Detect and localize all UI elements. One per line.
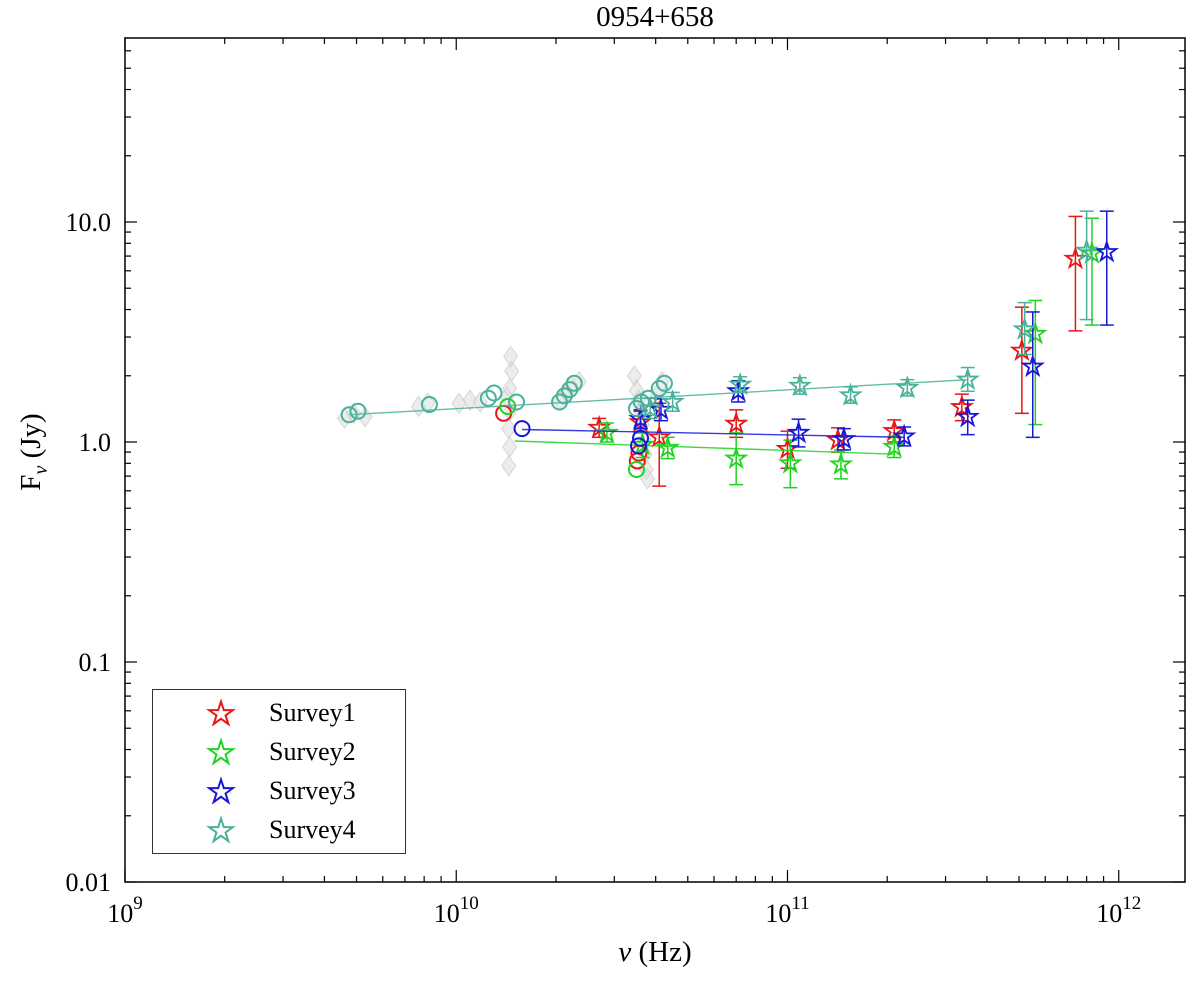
axes: 109 1010 1011 1012 0.01 0.1 1.0 10.0 [66, 37, 1186, 928]
legend-label-survey4: Survey4 [269, 815, 356, 844]
svg-text:0.01: 0.01 [66, 868, 112, 897]
survey3-star-icon [206, 776, 236, 805]
legend-item-survey1: Survey1 [153, 697, 405, 729]
series-survey4 [340, 210, 1099, 424]
y-axis-unit: (Jy) [15, 413, 48, 466]
x-axis-unit: (Hz) [631, 936, 692, 968]
legend-item-survey3: Survey3 [153, 775, 405, 807]
svg-text:109: 109 [107, 893, 143, 928]
legend-item-survey4: Survey4 [153, 814, 405, 846]
survey1-star-icon [206, 698, 236, 727]
svg-text:1.0: 1.0 [79, 428, 112, 457]
svg-text:10.0: 10.0 [66, 208, 112, 237]
nu-symbol: ν [618, 936, 632, 968]
legend-label-survey3: Survey3 [269, 776, 356, 805]
svg-text:1012: 1012 [1096, 893, 1141, 928]
survey2-star-icon [206, 737, 236, 766]
series-survey3 [513, 210, 1120, 455]
svg-text:1010: 1010 [434, 893, 479, 928]
flux-symbol: F [15, 474, 48, 491]
legend-label-survey1: Survey1 [269, 698, 356, 727]
chart-title: 0954+658 [596, 1, 714, 33]
legend-item-survey2: Survey2 [153, 736, 405, 768]
svg-text:1011: 1011 [765, 893, 809, 928]
nu-subscript: ν [29, 465, 52, 475]
legend: Survey1 Survey2 Survey3 Survey4 [152, 689, 406, 854]
survey4-star-icon [206, 815, 236, 844]
legend-label-survey2: Survey2 [269, 737, 356, 766]
archival-diamonds [336, 345, 670, 490]
x-axis-label: ν (Hz) [125, 936, 1185, 969]
y-axis-label: Fν (Jy) [15, 413, 53, 490]
svg-text:0.1: 0.1 [79, 648, 112, 677]
